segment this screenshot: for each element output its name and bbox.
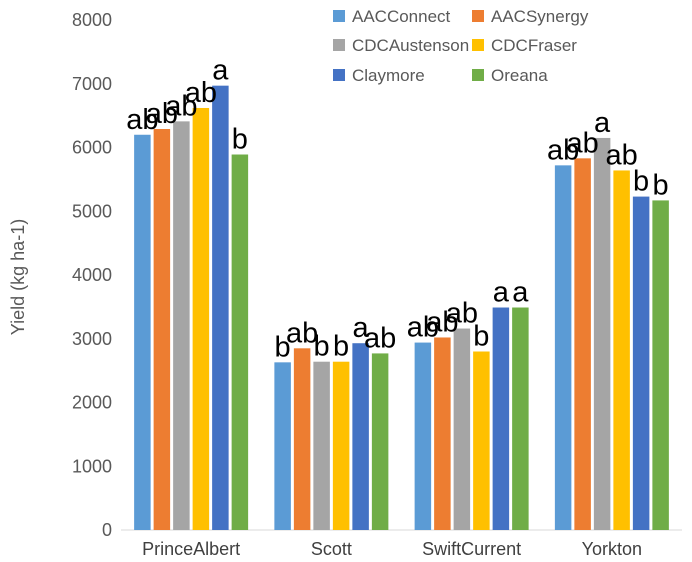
- y-axis-title: Yield (kg ha-1): [8, 219, 28, 335]
- legend-swatch-CDCFraser: [472, 39, 484, 51]
- significance-label: a: [493, 277, 510, 309]
- x-category-label: Yorkton: [582, 539, 642, 559]
- legend-swatch-CDCAustenson: [333, 39, 345, 51]
- bar-AACConnect-SwiftCurrent: [414, 342, 432, 530]
- legend: AACConnect AACSynergy CDCAustenson CDCFrase…: [333, 7, 589, 85]
- significance-label: ab: [286, 317, 318, 349]
- bar-CDCFraser-Yorkton: [613, 170, 630, 530]
- legend-label: Oreana: [491, 66, 548, 85]
- significance-label: ab: [566, 127, 598, 159]
- y-tick-label: 8000: [72, 10, 112, 30]
- bar-AACConnect-PrinceAlbert: [134, 134, 151, 530]
- significance-label: b: [275, 331, 291, 363]
- significance-label: ab: [446, 298, 478, 330]
- x-category-label: Scott: [311, 539, 352, 559]
- legend-label: Claymore: [352, 66, 425, 85]
- bar-AACSynergy-PrinceAlbert: [153, 129, 171, 530]
- bar-CDCAustenson-PrinceAlbert: [173, 121, 190, 531]
- significance-label: b: [633, 166, 649, 198]
- significance-label: ab: [126, 104, 158, 136]
- legend-swatch-AACSynergy: [472, 10, 484, 22]
- legend-label: CDCAustenson: [352, 36, 469, 55]
- significance-label: a: [353, 312, 370, 344]
- x-axis-category-labels: PrinceAlbert Scott SwiftCurrent Yorkton: [142, 539, 642, 559]
- significance-label: ab: [605, 139, 637, 171]
- y-tick-label: 7000: [72, 74, 112, 94]
- bar-AACConnect-Scott: [274, 362, 291, 530]
- significance-label: ab: [364, 322, 396, 354]
- bar-Oreana-Yorkton: [652, 200, 669, 530]
- significance-label: a: [212, 55, 229, 87]
- significance-label: ab: [185, 77, 217, 109]
- bar-CDCFraser-SwiftCurrent: [473, 351, 490, 530]
- significance-label: b: [333, 331, 349, 363]
- bar-AACSynergy-Yorkton: [574, 158, 591, 530]
- significance-label: ab: [165, 90, 197, 122]
- y-tick-label: 3000: [72, 329, 112, 349]
- bar-Oreana-SwiftCurrent: [512, 307, 529, 530]
- y-tick-label: 0: [102, 520, 112, 540]
- bar-Oreana-PrinceAlbert: [231, 154, 249, 530]
- legend-label: CDCFraser: [491, 36, 577, 55]
- significance-label: ab: [426, 306, 458, 338]
- legend-swatch-Oreana: [472, 69, 484, 81]
- y-tick-label: 2000: [72, 393, 112, 413]
- x-category-label: PrinceAlbert: [142, 539, 240, 559]
- legend-swatch-AACConnect: [333, 10, 345, 22]
- significance-label: a: [512, 277, 529, 309]
- y-axis-ticks: 0 1000 2000 3000 4000 5000 6000 7000 8000: [72, 10, 112, 540]
- significance-label: b: [232, 124, 248, 156]
- bar-CDCAustenson-Scott: [313, 361, 330, 530]
- bar-CDCFraser-PrinceAlbert: [192, 107, 210, 530]
- bars: [134, 85, 669, 531]
- bar-CDCAustenson-Yorkton: [593, 137, 611, 530]
- y-tick-label: 4000: [72, 265, 112, 285]
- significance-label: ab: [146, 98, 178, 130]
- bar-Claymore-Yorkton: [632, 196, 650, 530]
- legend-label: AACConnect: [352, 7, 451, 26]
- bar-AACConnect-Yorkton: [554, 165, 572, 530]
- y-tick-label: 1000: [72, 456, 112, 476]
- significance-label: b: [314, 331, 330, 363]
- bar-Claymore-SwiftCurrent: [492, 307, 510, 530]
- bar-Oreana-Scott: [371, 353, 389, 530]
- significance-label: ab: [547, 134, 579, 166]
- bar-CDCAustenson-SwiftCurrent: [453, 328, 471, 530]
- x-category-label: SwiftCurrent: [422, 539, 521, 559]
- bar-CDCFraser-Scott: [332, 361, 350, 530]
- significance-label: a: [594, 107, 611, 139]
- bar-AACSynergy-SwiftCurrent: [434, 337, 451, 530]
- y-tick-label: 5000: [72, 201, 112, 221]
- legend-swatch-Claymore: [333, 69, 345, 81]
- significance-label: b: [473, 321, 489, 353]
- legend-label: AACSynergy: [491, 7, 589, 26]
- significance-label: b: [653, 169, 669, 201]
- y-tick-label: 6000: [72, 138, 112, 158]
- bar-Claymore-PrinceAlbert: [212, 85, 229, 530]
- bar-AACSynergy-Scott: [293, 348, 311, 530]
- significance-label: ab: [407, 312, 439, 344]
- bar-Claymore-Scott: [352, 343, 369, 530]
